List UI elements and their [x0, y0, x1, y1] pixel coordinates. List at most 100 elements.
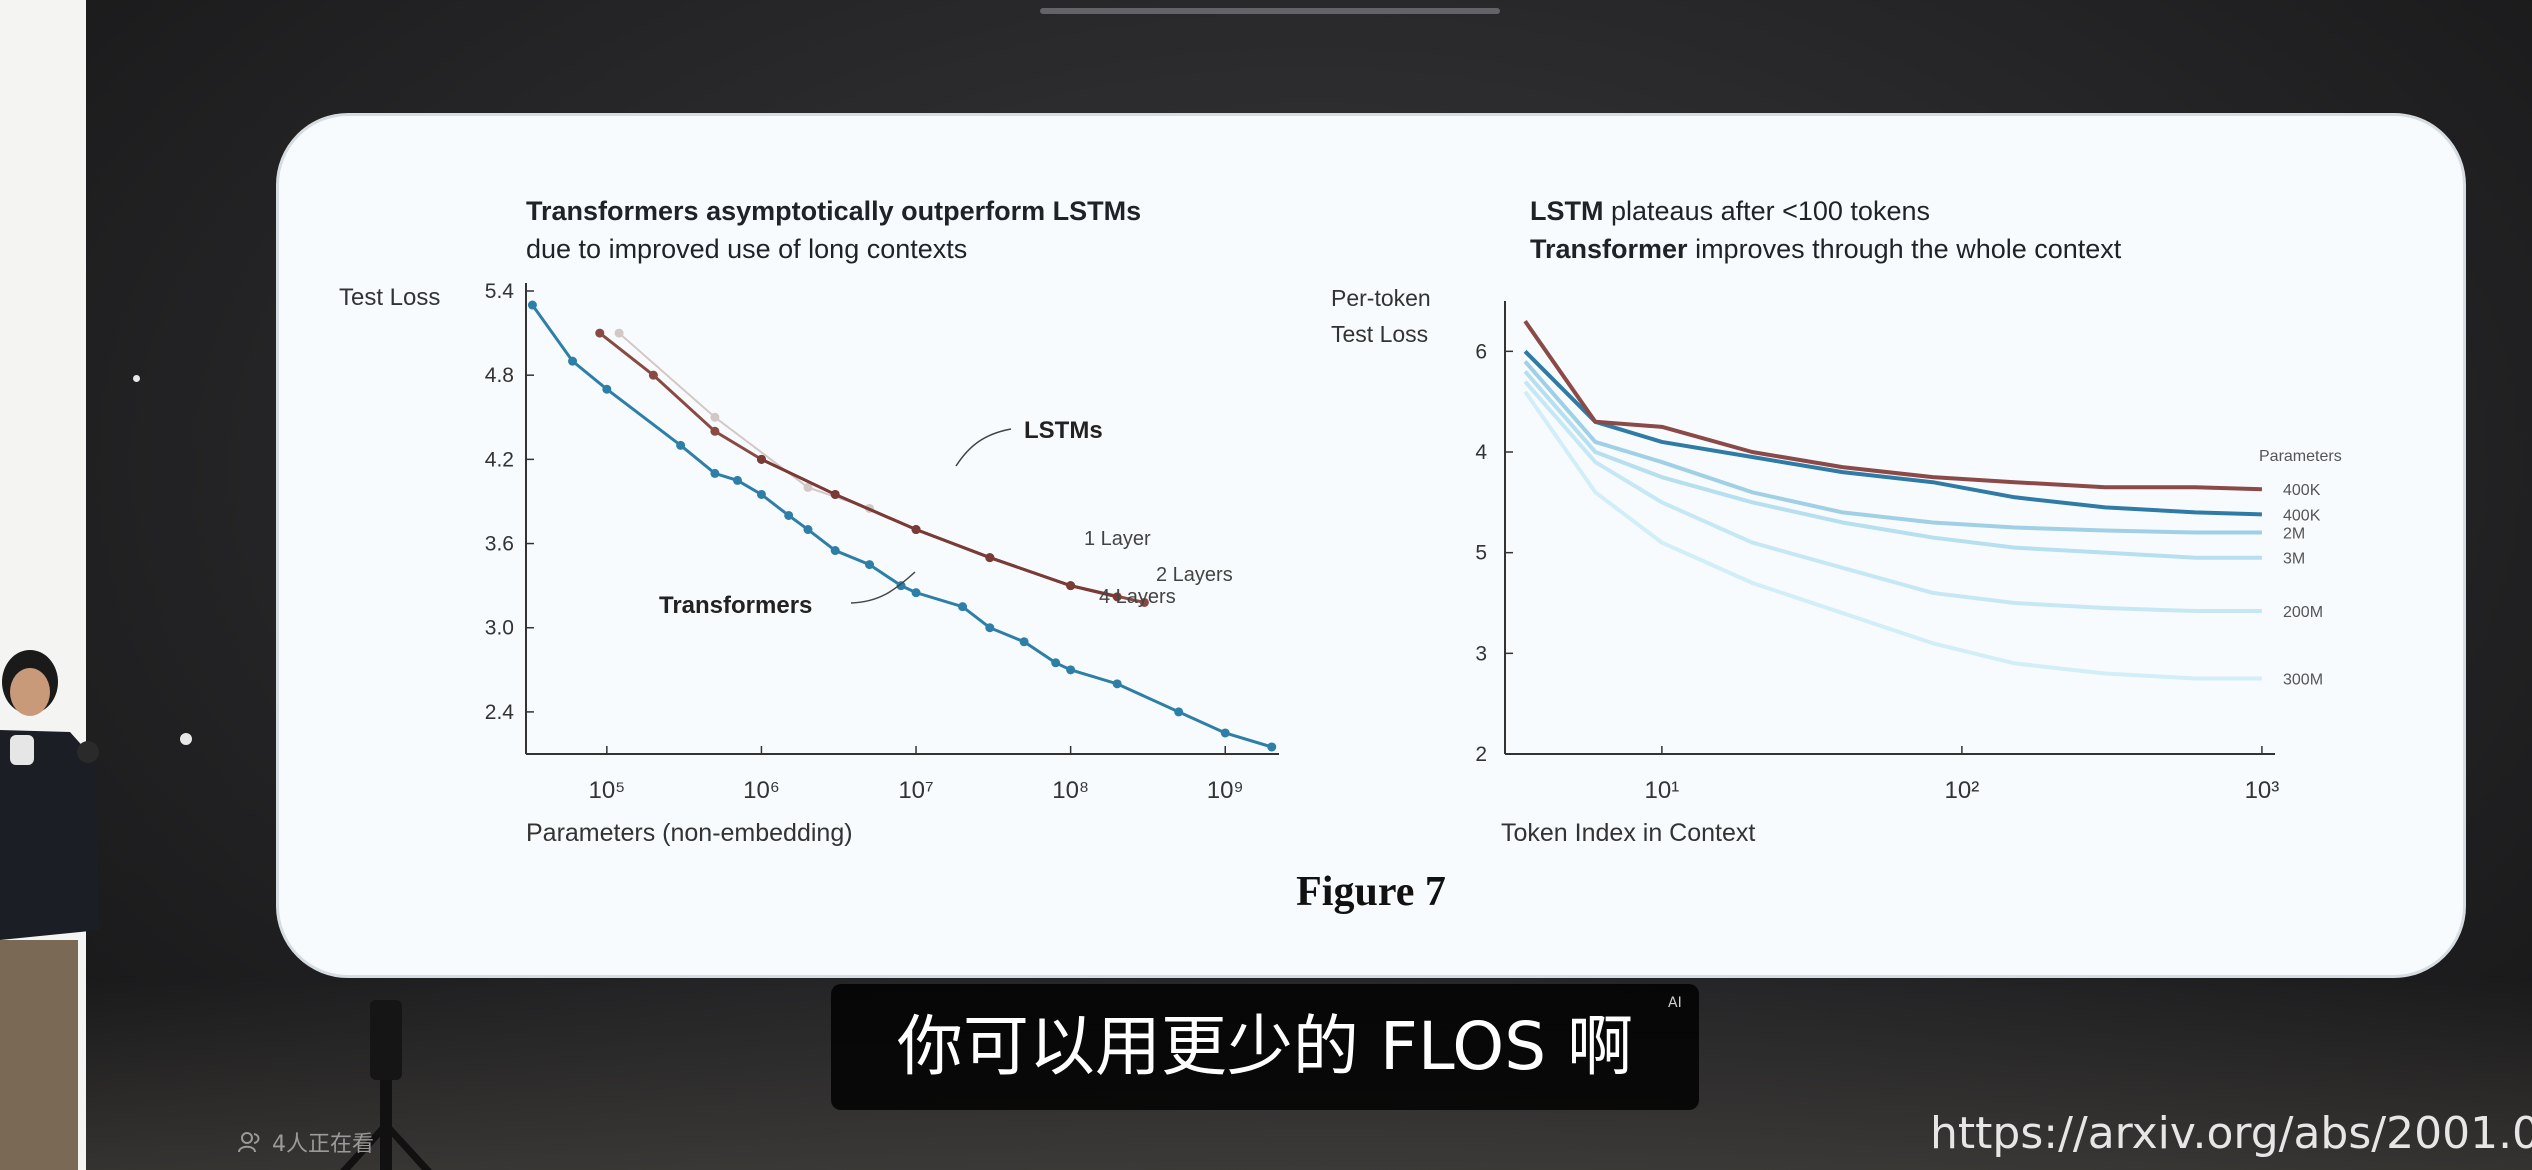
- legend-title: Parameters: [2259, 448, 2342, 465]
- series-line: [1523, 370, 2262, 560]
- y-tick-label: 4.2: [485, 448, 514, 471]
- right-title-rest-1: plateaus after <100 tokens: [1603, 196, 1930, 226]
- data-point: [1051, 658, 1061, 668]
- series-line: [1523, 319, 2262, 492]
- data-point: [756, 489, 766, 499]
- data-point: [1174, 707, 1184, 717]
- y-tick-label: 6: [1475, 340, 1487, 363]
- data-point: [911, 525, 921, 535]
- y-axis-label: Test Loss: [1331, 321, 1428, 347]
- left-title-line-1: Transformers asymptotically outperform L…: [526, 196, 1142, 226]
- data-point: [784, 510, 794, 520]
- x-tick-label: 10⁷: [898, 777, 933, 804]
- data-point: [676, 440, 686, 450]
- y-tick-label: 5: [1475, 542, 1487, 565]
- presentation-slide: Transformers asymptotically outperform L…: [276, 113, 2466, 978]
- camera-tripod: [340, 1000, 432, 1170]
- layer-label: 2 Layers: [1156, 564, 1233, 586]
- data-point: [803, 525, 813, 535]
- lstm-arrow: [955, 428, 1012, 467]
- y-tick-label: 3: [1475, 642, 1487, 665]
- transformers-arrow: [850, 571, 916, 604]
- data-point: [911, 588, 921, 598]
- viewer-count: 4人正在看: [238, 1126, 374, 1158]
- legend-label: 300M: [2283, 672, 2323, 689]
- ceiling-light: [1040, 8, 1500, 14]
- legend-label: 3M: [2283, 551, 2305, 568]
- subtitle-caption: 你可以用更少的 FLOS 啊: [831, 984, 1699, 1110]
- data-point: [1139, 597, 1149, 607]
- series-line: [1523, 380, 2262, 614]
- y-tick-label: 4.8: [485, 364, 514, 387]
- stage-light-dot: [180, 733, 192, 745]
- lstm-annotation: LSTMs: [1024, 417, 1103, 444]
- x-tick-label: 10⁶: [743, 777, 780, 804]
- right-title-bold-1: LSTM: [1530, 196, 1604, 226]
- data-point: [602, 384, 612, 394]
- data-point: [830, 489, 840, 499]
- y-tick-label: 2.4: [485, 701, 515, 724]
- transformers-annotation: Transformers: [659, 592, 812, 619]
- y-axis-label: Test Loss: [339, 284, 440, 311]
- right-title-rest-2: improves through the whole context: [1687, 234, 2122, 264]
- right-chart: 6 4 5 3 2 10¹ 10² 10³ Per-token Test Loss Token In…: [1331, 285, 2342, 847]
- series-line: [1523, 390, 2262, 681]
- speaker-figure: [0, 650, 100, 1170]
- data-point: [595, 328, 605, 338]
- data-point: [1019, 637, 1029, 647]
- legend-label: 2M: [2283, 526, 2305, 543]
- series-line: [531, 304, 1273, 749]
- x-tick-label: 10⁵: [589, 777, 626, 804]
- data-point: [732, 475, 742, 485]
- data-point: [648, 370, 658, 380]
- data-point: [1066, 581, 1076, 591]
- viewers-icon: [238, 1132, 260, 1153]
- x-tick-label: 10²: [1945, 777, 1980, 804]
- x-axis-label: Token Index in Context: [1501, 819, 1755, 847]
- x-tick-label: 10⁹: [1207, 777, 1244, 804]
- right-chart-title: LSTM plateaus after <100 tokens Transfor…: [1530, 192, 2121, 268]
- x-axis-label: Parameters (non-embedding): [526, 819, 853, 847]
- y-tick-label: 2: [1475, 743, 1487, 766]
- data-point: [710, 412, 720, 422]
- data-point: [896, 581, 906, 591]
- x-tick-label: 10¹: [1645, 777, 1680, 804]
- y-axis-label: Per-token: [1331, 285, 1431, 311]
- data-point: [1220, 728, 1230, 738]
- data-point: [568, 356, 578, 366]
- data-point: [985, 623, 995, 633]
- y-tick-label: 3.0: [485, 617, 514, 640]
- left-title-line-2: due to improved use of long contexts: [526, 234, 968, 264]
- data-point: [958, 602, 968, 612]
- data-point: [614, 328, 624, 338]
- data-point: [756, 454, 766, 464]
- series-line: [618, 332, 1071, 587]
- stage-light-dot: [133, 375, 140, 382]
- y-tick-label: 5.4: [485, 280, 515, 303]
- legend-label: 200M: [2283, 604, 2323, 621]
- data-point: [527, 300, 537, 310]
- data-point: [864, 560, 874, 570]
- data-point: [1267, 742, 1277, 752]
- x-tick-label: 10³: [2245, 777, 2280, 804]
- data-point: [1112, 592, 1122, 602]
- data-point: [1066, 665, 1076, 675]
- y-tick-label: 4: [1475, 441, 1487, 464]
- data-point: [803, 482, 813, 492]
- x-tick-label: 10⁸: [1052, 777, 1089, 804]
- ai-badge: AI: [1668, 995, 1682, 1011]
- viewer-count-text: 4人正在看: [272, 1132, 374, 1157]
- series-line: [760, 458, 1118, 599]
- data-point: [1112, 679, 1122, 689]
- layer-label: 1 Layer: [1084, 528, 1151, 550]
- series-line: [1523, 360, 2262, 535]
- data-point: [985, 553, 995, 563]
- legend-label: 400K: [2283, 482, 2321, 499]
- data-point: [710, 468, 720, 478]
- data-point: [710, 426, 720, 436]
- data-point: [830, 546, 840, 556]
- legend-label: 400K: [2283, 507, 2321, 524]
- left-chart-title: Transformers asymptotically outperform L…: [526, 192, 1141, 268]
- left-chart: 5.4 4.8 4.2 3.6 3.0 2.4 10⁵ 10⁶ 10⁷ 10⁸ 10⁹ Test Lo…: [339, 280, 1279, 847]
- source-url: https://arxiv.org/abs/2001.08: [1930, 1108, 2532, 1159]
